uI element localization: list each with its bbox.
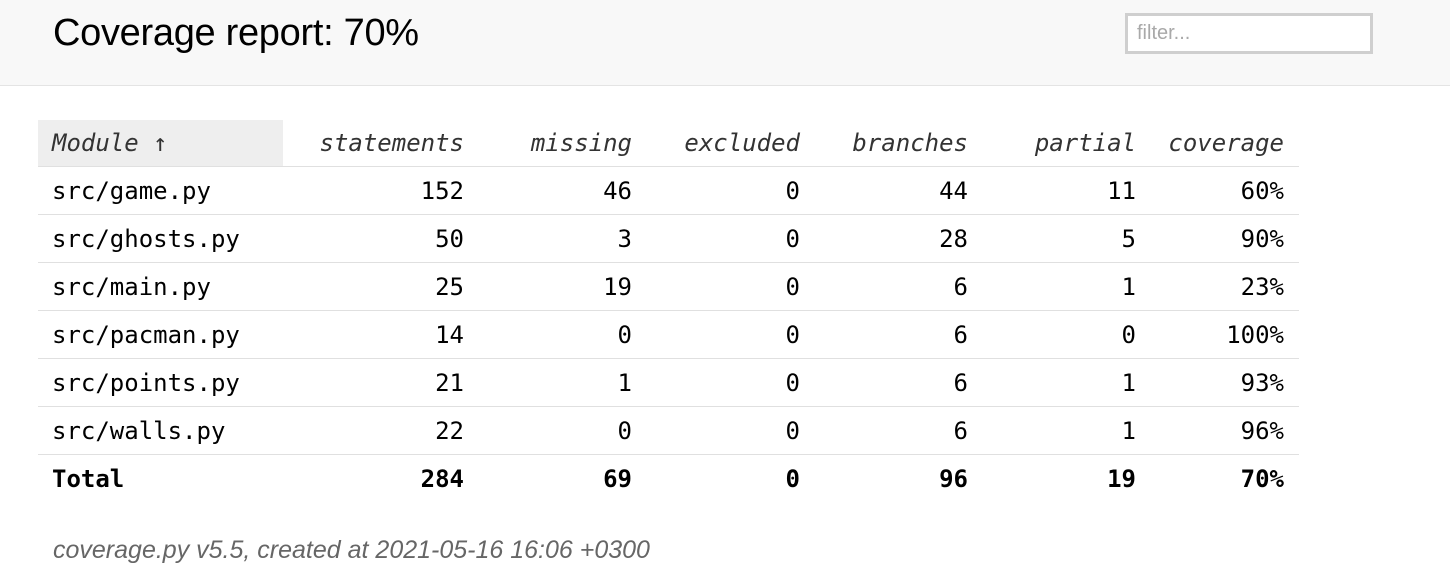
module-link[interactable]: src/points.py bbox=[38, 358, 283, 407]
missing-cell: 0 bbox=[479, 406, 647, 455]
total-row: Total 284 69 0 96 19 70% bbox=[38, 455, 1299, 504]
statements-cell: 50 bbox=[283, 214, 479, 263]
total-excluded: 0 bbox=[785, 465, 800, 493]
statements-cell: 152 bbox=[283, 166, 479, 215]
excluded-cell: 0 bbox=[647, 166, 815, 215]
branches-cell: 6 bbox=[815, 310, 983, 359]
statements-cell: 22 bbox=[283, 406, 479, 455]
partial-cell: 5 bbox=[983, 214, 1151, 263]
missing-cell: 0 bbox=[479, 310, 647, 359]
coverage-cell: 96% bbox=[1151, 406, 1299, 455]
column-header-statements[interactable]: statements bbox=[283, 120, 479, 167]
excluded-cell: 0 bbox=[647, 406, 815, 455]
page-title: Coverage report: 70% bbox=[53, 12, 419, 54]
column-header-module[interactable]: Module ↑ bbox=[38, 120, 283, 167]
missing-cell: 3 bbox=[479, 214, 647, 263]
report-header: Coverage report: 70% bbox=[0, 0, 1450, 86]
total-partial: 19 bbox=[1107, 465, 1136, 493]
coverage-cell: 100% bbox=[1151, 310, 1299, 359]
branches-cell: 44 bbox=[815, 166, 983, 215]
excluded-cell: 0 bbox=[647, 262, 815, 311]
table-row: src/main.py 25 19 0 6 1 23% bbox=[38, 262, 1299, 311]
total-branches: 96 bbox=[939, 465, 968, 493]
coverage-table: Module ↑ statements missing excluded bra… bbox=[38, 120, 1299, 503]
branches-cell: 28 bbox=[815, 214, 983, 263]
column-header-coverage[interactable]: coverage bbox=[1151, 120, 1299, 167]
module-link[interactable]: src/walls.py bbox=[38, 406, 283, 455]
column-header-branches[interactable]: branches bbox=[815, 120, 983, 167]
table-header-row: Module ↑ statements missing excluded bra… bbox=[38, 120, 1299, 167]
footer-created-text: coverage.py v5.5, created at 2021-05-16 … bbox=[53, 536, 650, 564]
branches-cell: 6 bbox=[815, 358, 983, 407]
branches-cell: 6 bbox=[815, 262, 983, 311]
column-header-partial[interactable]: partial bbox=[983, 120, 1151, 167]
table-row: src/ghosts.py 50 3 0 28 5 90% bbox=[38, 214, 1299, 263]
partial-cell: 11 bbox=[983, 166, 1151, 215]
module-link[interactable]: src/ghosts.py bbox=[38, 214, 283, 263]
total-statements: 284 bbox=[420, 465, 464, 493]
total-label: Total bbox=[52, 465, 125, 493]
module-link[interactable]: src/pacman.py bbox=[38, 310, 283, 359]
table-row: src/game.py 152 46 0 44 11 60% bbox=[38, 166, 1299, 215]
module-link[interactable]: src/game.py bbox=[38, 166, 283, 215]
branches-cell: 6 bbox=[815, 406, 983, 455]
partial-cell: 1 bbox=[983, 262, 1151, 311]
missing-cell: 46 bbox=[479, 166, 647, 215]
partial-cell: 0 bbox=[983, 310, 1151, 359]
coverage-cell: 23% bbox=[1151, 262, 1299, 311]
table-row: src/walls.py 22 0 0 6 1 96% bbox=[38, 406, 1299, 455]
coverage-cell: 93% bbox=[1151, 358, 1299, 407]
missing-cell: 19 bbox=[479, 262, 647, 311]
total-coverage: 70% bbox=[1240, 465, 1284, 493]
coverage-cell: 90% bbox=[1151, 214, 1299, 263]
column-header-excluded[interactable]: excluded bbox=[647, 120, 815, 167]
column-header-missing[interactable]: missing bbox=[479, 120, 647, 167]
statements-cell: 21 bbox=[283, 358, 479, 407]
table-row: src/pacman.py 14 0 0 6 0 100% bbox=[38, 310, 1299, 359]
partial-cell: 1 bbox=[983, 358, 1151, 407]
statements-cell: 14 bbox=[283, 310, 479, 359]
module-link[interactable]: src/main.py bbox=[38, 262, 283, 311]
total-missing: 69 bbox=[603, 465, 632, 493]
coverage-cell: 60% bbox=[1151, 166, 1299, 215]
statements-cell: 25 bbox=[283, 262, 479, 311]
partial-cell: 1 bbox=[983, 406, 1151, 455]
excluded-cell: 0 bbox=[647, 358, 815, 407]
excluded-cell: 0 bbox=[647, 310, 815, 359]
table-row: src/points.py 21 1 0 6 1 93% bbox=[38, 358, 1299, 407]
excluded-cell: 0 bbox=[647, 214, 815, 263]
missing-cell: 1 bbox=[479, 358, 647, 407]
filter-input[interactable] bbox=[1125, 13, 1373, 54]
